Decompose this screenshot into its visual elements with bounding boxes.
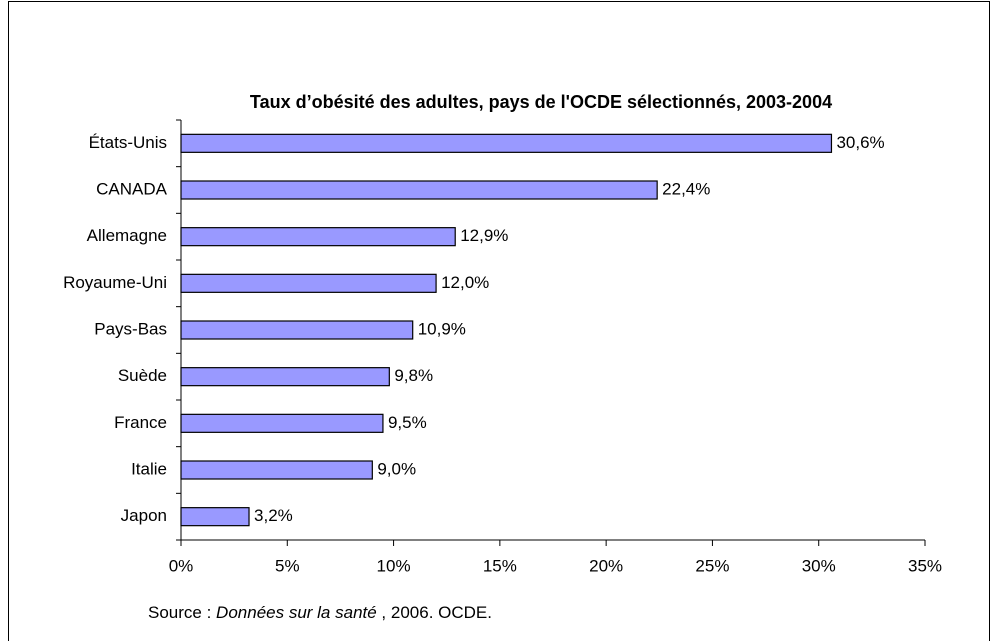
value-label: 10,9%	[418, 319, 466, 338]
value-label: 12,0%	[441, 273, 489, 292]
value-label: 9,0%	[377, 459, 416, 478]
bar	[180, 507, 250, 527]
x-tick-label: 25%	[695, 556, 729, 575]
x-tick-label: 35%	[908, 556, 942, 575]
x-tick-label: 20%	[589, 556, 623, 575]
value-label: 12,9%	[460, 226, 508, 245]
y-tick-label: Italie	[131, 459, 167, 478]
y-tick-label: Japon	[121, 506, 167, 525]
source-prefix: Source :	[148, 603, 216, 622]
value-label: 9,5%	[388, 413, 427, 432]
chart-border	[8, 1, 990, 641]
source-suffix: , 2006. OCDE.	[377, 603, 492, 622]
y-tick-label: Pays-Bas	[94, 319, 167, 338]
bar	[180, 320, 414, 340]
bar	[180, 413, 384, 433]
y-tick-label: États-Unis	[89, 133, 167, 152]
bar	[180, 460, 373, 480]
x-tick-label: 5%	[275, 556, 300, 575]
y-tick-label: Royaume-Uni	[63, 273, 167, 292]
value-label: 22,4%	[662, 179, 710, 198]
value-label: 9,8%	[394, 366, 433, 385]
source-note: Source : Données sur la santé , 2006. OC…	[148, 603, 492, 622]
bar	[180, 273, 437, 293]
value-label: 3,2%	[254, 506, 293, 525]
x-tick-label: 0%	[169, 556, 194, 575]
bar	[180, 227, 456, 247]
chart-title: Taux d’obésité des adultes, pays de l'OC…	[250, 92, 832, 112]
y-tick-label: CANADA	[96, 179, 168, 198]
x-tick-label: 10%	[377, 556, 411, 575]
source-publication: Données sur la santé	[216, 603, 377, 622]
value-label: 30,6%	[836, 133, 884, 152]
x-tick-label: 15%	[483, 556, 517, 575]
y-tick-label: Allemagne	[87, 226, 167, 245]
y-tick-label: France	[114, 413, 167, 432]
bar	[180, 367, 390, 387]
x-tick-label: 30%	[802, 556, 836, 575]
bar	[180, 133, 833, 153]
bar	[180, 180, 658, 200]
y-tick-label: Suède	[118, 366, 167, 385]
